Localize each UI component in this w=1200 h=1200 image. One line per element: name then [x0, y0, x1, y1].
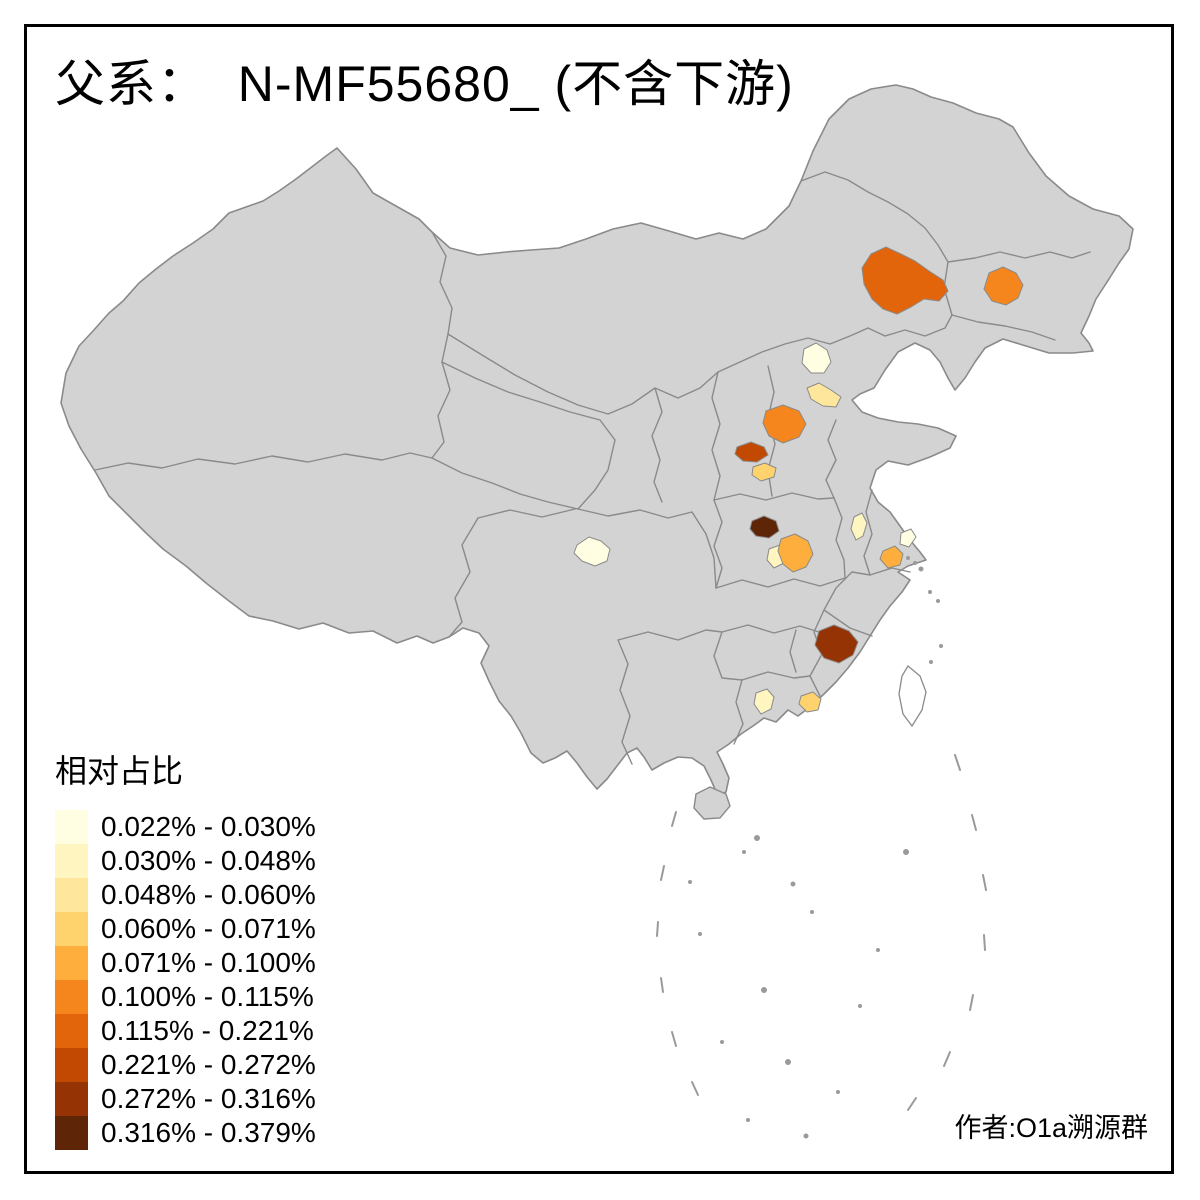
region-sichuan-chengdu — [573, 536, 611, 567]
region-shanxi-central — [751, 462, 777, 482]
legend-row: 0.060% - 0.071% — [55, 912, 316, 946]
china-mainland — [60, 84, 1134, 797]
sea-dash-line — [656, 754, 987, 1111]
legend-row: 0.316% - 0.379% — [55, 1116, 316, 1150]
legend-row: 0.030% - 0.048% — [55, 844, 316, 878]
legend-row: 0.071% - 0.100% — [55, 946, 316, 980]
highlighted-regions — [573, 246, 1024, 715]
legend-swatch — [55, 912, 88, 946]
region-henan-south — [777, 533, 814, 573]
legend-label: 0.221% - 0.272% — [101, 1049, 316, 1080]
legend-label: 0.022% - 0.030% — [101, 811, 316, 842]
legend-swatch — [55, 878, 88, 912]
page-title: 父系： N-MF55680_ (不含下游) — [55, 56, 794, 112]
legend-row: 0.100% - 0.115% — [55, 980, 316, 1014]
region-jiangsu-south — [879, 545, 904, 569]
region-guangdong-central — [753, 688, 775, 715]
legend-swatch — [55, 1116, 88, 1150]
legend-row: 0.048% - 0.060% — [55, 878, 316, 912]
region-anhui-east — [850, 512, 868, 541]
region-shanxi-east — [734, 441, 769, 463]
region-inner-mongolia-east — [861, 246, 949, 315]
legend-row: 0.022% - 0.030% — [55, 810, 316, 844]
legend-swatch — [55, 980, 88, 1014]
legend-swatch — [55, 1014, 88, 1048]
legend-label: 0.030% - 0.048% — [101, 845, 316, 876]
legend-swatch — [55, 946, 88, 980]
legend-swatch — [55, 1048, 88, 1082]
legend: 相对占比 0.022% - 0.030% 0.030% - 0.048% 0.0… — [55, 746, 316, 1150]
taiwan-island — [898, 665, 927, 728]
legend-label: 0.100% - 0.115% — [101, 981, 314, 1012]
legend-title: 相对占比 — [55, 753, 184, 789]
legend-swatch — [55, 1082, 88, 1116]
legend-row: 0.115% - 0.221% — [55, 1014, 316, 1048]
legend-label: 0.071% - 0.100% — [101, 947, 316, 978]
legend-swatch — [55, 810, 88, 844]
legend-label: 0.272% - 0.316% — [101, 1083, 316, 1114]
attribution: 作者:O1a溯源群 — [954, 1113, 1148, 1143]
legend-row: 0.221% - 0.272% — [55, 1048, 316, 1082]
legend-row: 0.272% - 0.316% — [55, 1082, 316, 1116]
hainan-island — [693, 786, 731, 820]
legend-label: 0.316% - 0.379% — [101, 1117, 316, 1148]
legend-label: 0.115% - 0.221% — [101, 1015, 314, 1046]
region-hebei-east — [806, 382, 842, 408]
legend-swatch — [55, 844, 88, 878]
legend-rows: 0.022% - 0.030% 0.030% - 0.048% 0.048% -… — [55, 810, 316, 1150]
region-jiangsu-coast — [899, 528, 917, 548]
region-guangdong-east — [798, 691, 822, 713]
region-hebei-central — [762, 404, 807, 444]
region-fujian-northwest — [814, 624, 859, 664]
region-henan-west — [749, 515, 780, 539]
region-jilin-central — [983, 266, 1024, 306]
sea-islands — [688, 556, 943, 1139]
legend-label: 0.048% - 0.060% — [101, 879, 316, 910]
legend-label: 0.060% - 0.071% — [101, 913, 316, 944]
region-beijing — [801, 342, 832, 374]
